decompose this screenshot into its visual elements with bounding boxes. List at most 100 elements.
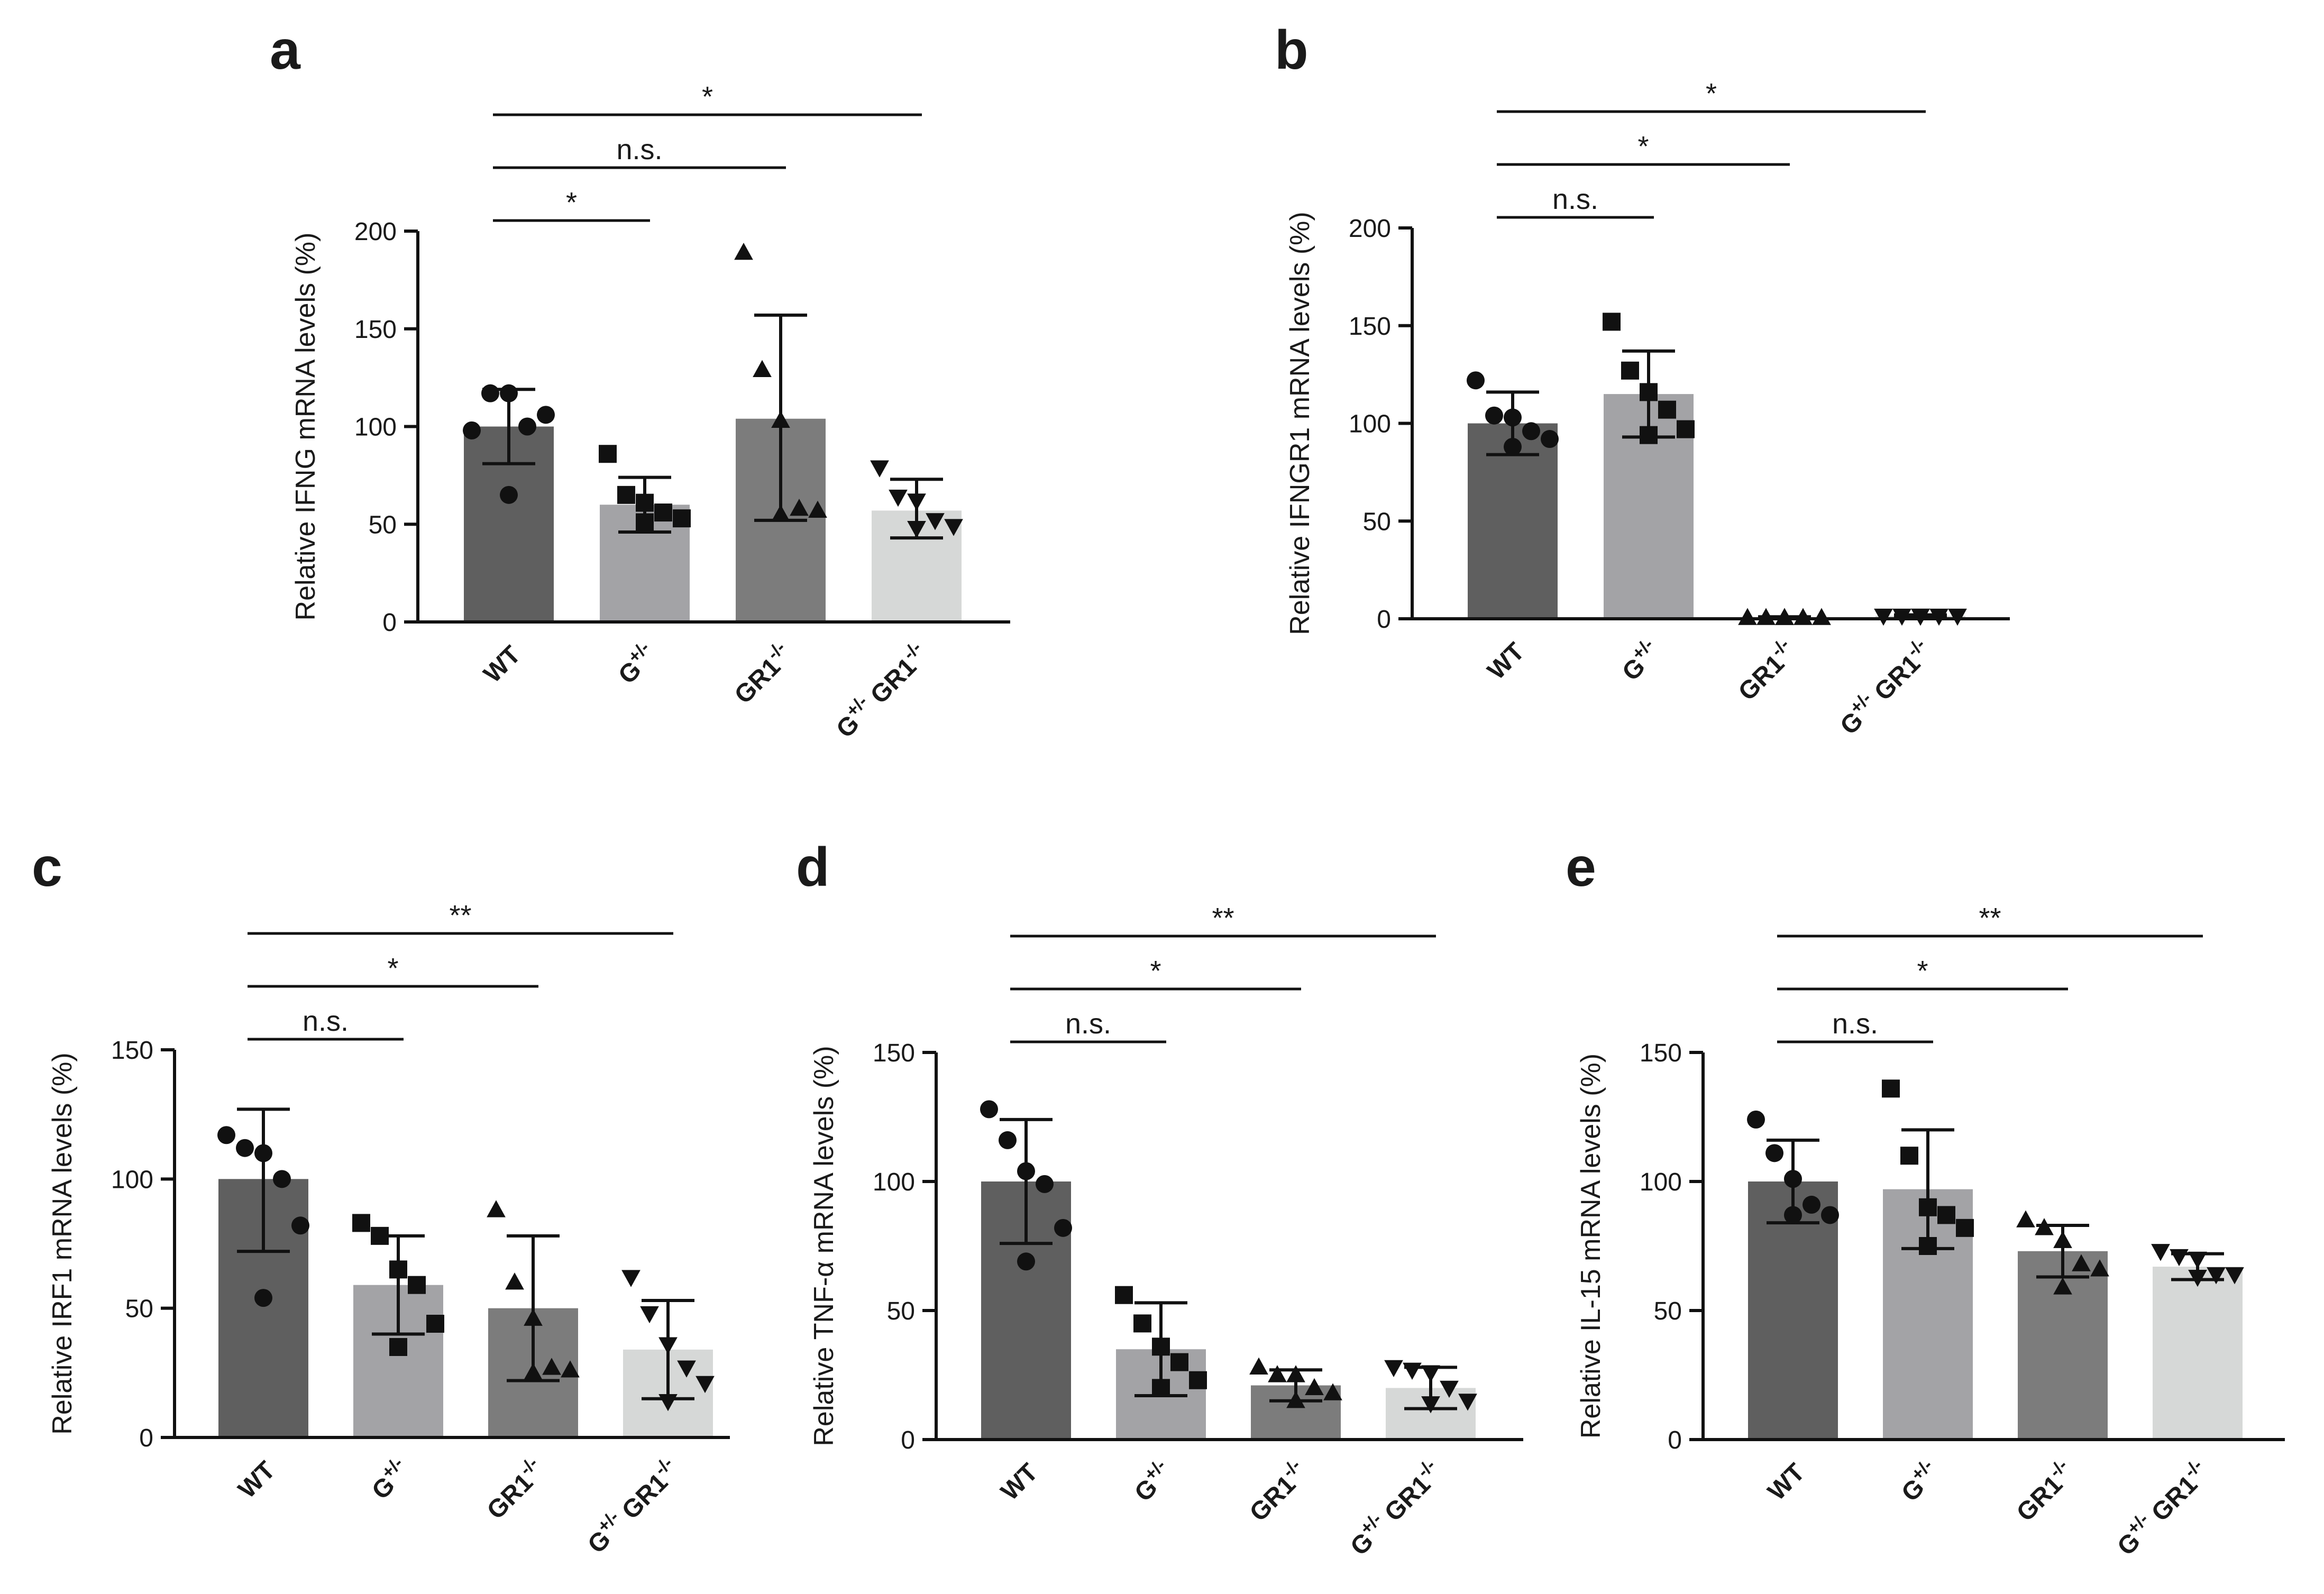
panel-letter: c xyxy=(32,837,62,898)
data-point-d-1 xyxy=(1189,1371,1207,1389)
data-point-a-2 xyxy=(771,505,790,522)
data-point-a-0 xyxy=(500,384,518,402)
x-tick-label: G+/- GR1-/- xyxy=(2109,1455,2215,1561)
data-point-d-1 xyxy=(1170,1353,1188,1371)
x-tick-label: G+/- GR1-/- xyxy=(1342,1455,1448,1561)
x-tick-label: GR1-/- xyxy=(1241,1455,1313,1527)
data-point-b-1 xyxy=(1603,313,1621,331)
x-tick-label: WT xyxy=(479,640,526,688)
data-point-c-1 xyxy=(426,1314,444,1333)
x-tick-label: WT xyxy=(996,1458,1044,1506)
data-point-c-2 xyxy=(487,1200,506,1217)
data-point-c-3 xyxy=(677,1360,696,1378)
x-tick-label: G+/- GR1-/- xyxy=(580,1453,685,1559)
significance-label: ** xyxy=(1979,902,2001,934)
data-point-d-0 xyxy=(980,1100,998,1119)
y-tick-label: 50 xyxy=(1363,508,1391,536)
x-tick-label: WT xyxy=(233,1456,281,1504)
data-point-d-3 xyxy=(1458,1394,1477,1411)
data-point-e-2 xyxy=(2090,1259,2109,1277)
y-axis-title: Relative IL-15 mRNA levels (%) xyxy=(1576,1053,1606,1439)
data-point-a-2 xyxy=(790,498,809,516)
significance-label: * xyxy=(387,952,398,984)
panel-letter: a xyxy=(270,20,301,81)
y-tick-label: 50 xyxy=(369,511,397,539)
x-tick-label: G+/- xyxy=(1893,1455,1945,1507)
data-point-e-3 xyxy=(2151,1244,2170,1261)
data-point-b-1 xyxy=(1658,400,1676,419)
data-point-c-1 xyxy=(389,1260,407,1279)
y-tick-label: 0 xyxy=(382,609,397,637)
data-point-e-1 xyxy=(1900,1147,1918,1165)
data-point-c-3 xyxy=(696,1376,715,1394)
data-point-e-0 xyxy=(1821,1206,1839,1224)
y-tick-label: 0 xyxy=(139,1424,153,1452)
data-point-b-2 xyxy=(1756,608,1776,625)
data-point-d-1 xyxy=(1152,1338,1170,1356)
x-tick-label: WT xyxy=(1483,637,1530,685)
y-tick-label: 150 xyxy=(1640,1039,1682,1067)
data-point-e-1 xyxy=(1956,1219,1974,1237)
data-point-d-0 xyxy=(1017,1252,1035,1271)
x-tick-label: G+/- GR1-/- xyxy=(828,638,934,744)
data-point-e-3 xyxy=(2188,1251,2207,1269)
data-point-d-1 xyxy=(1133,1314,1151,1333)
data-point-d-3 xyxy=(1440,1380,1459,1398)
data-point-e-1 xyxy=(1919,1237,1937,1255)
y-tick-label: 50 xyxy=(125,1295,153,1323)
y-axis-title: Relative TNF-α mRNA levels (%) xyxy=(809,1046,839,1446)
y-tick-label: 150 xyxy=(354,316,397,344)
data-point-c-2 xyxy=(505,1272,524,1290)
data-point-c-2 xyxy=(524,1363,543,1380)
data-point-a-0 xyxy=(500,485,518,504)
significance-label: ** xyxy=(449,900,471,931)
significance-label: * xyxy=(566,187,577,218)
data-point-a-1 xyxy=(599,445,617,463)
data-point-c-0 xyxy=(273,1170,291,1188)
data-point-c-3 xyxy=(640,1306,659,1324)
data-point-a-1 xyxy=(617,485,635,504)
y-axis-title: Relative IFNGR1 mRNA levels (%) xyxy=(1285,212,1315,635)
data-point-a-2 xyxy=(808,500,827,518)
data-point-c-0 xyxy=(254,1144,272,1162)
data-point-d-2 xyxy=(1268,1365,1287,1382)
significance-label: ** xyxy=(1212,902,1234,934)
data-point-c-3 xyxy=(621,1270,641,1287)
data-point-d-0 xyxy=(1054,1219,1072,1237)
data-point-c-3 xyxy=(658,1394,678,1412)
data-point-c-0 xyxy=(236,1139,254,1157)
data-point-b-0 xyxy=(1522,422,1540,441)
data-point-c-1 xyxy=(408,1276,426,1294)
data-point-b-1 xyxy=(1621,361,1639,380)
data-point-e-2 xyxy=(2053,1231,2072,1248)
data-point-c-2 xyxy=(542,1358,561,1375)
data-point-e-1 xyxy=(1937,1206,1955,1224)
x-tick-label: GR1-/- xyxy=(726,638,798,710)
data-point-a-0 xyxy=(481,384,499,402)
data-point-c-2 xyxy=(561,1360,580,1378)
data-point-a-3 xyxy=(926,513,945,530)
x-tick-label: G+/- xyxy=(1614,635,1666,686)
data-point-a-0 xyxy=(518,417,536,436)
data-point-b-2 xyxy=(1738,608,1757,625)
y-tick-label: 100 xyxy=(1349,410,1391,438)
data-point-c-2 xyxy=(524,1308,543,1326)
x-tick-label: GR1-/- xyxy=(1730,635,1802,707)
data-point-e-0 xyxy=(1784,1206,1802,1224)
y-tick-label: 0 xyxy=(1668,1426,1682,1454)
y-tick-label: 100 xyxy=(354,414,397,442)
data-point-b-3 xyxy=(1929,608,1948,626)
significance-label: * xyxy=(702,81,713,113)
data-point-d-1 xyxy=(1152,1379,1170,1397)
data-point-b-2 xyxy=(1812,608,1831,625)
x-tick-label: G+/- xyxy=(1127,1455,1178,1507)
x-tick-label: WT xyxy=(1763,1458,1810,1506)
data-point-a-1 xyxy=(636,513,654,532)
y-tick-label: 50 xyxy=(887,1297,915,1325)
data-point-e-0 xyxy=(1765,1144,1783,1162)
data-point-c-0 xyxy=(291,1216,309,1235)
x-tick-label: G+/- GR1-/- xyxy=(1832,635,1938,740)
data-point-d-3 xyxy=(1384,1360,1403,1378)
data-point-a-3 xyxy=(870,460,889,478)
